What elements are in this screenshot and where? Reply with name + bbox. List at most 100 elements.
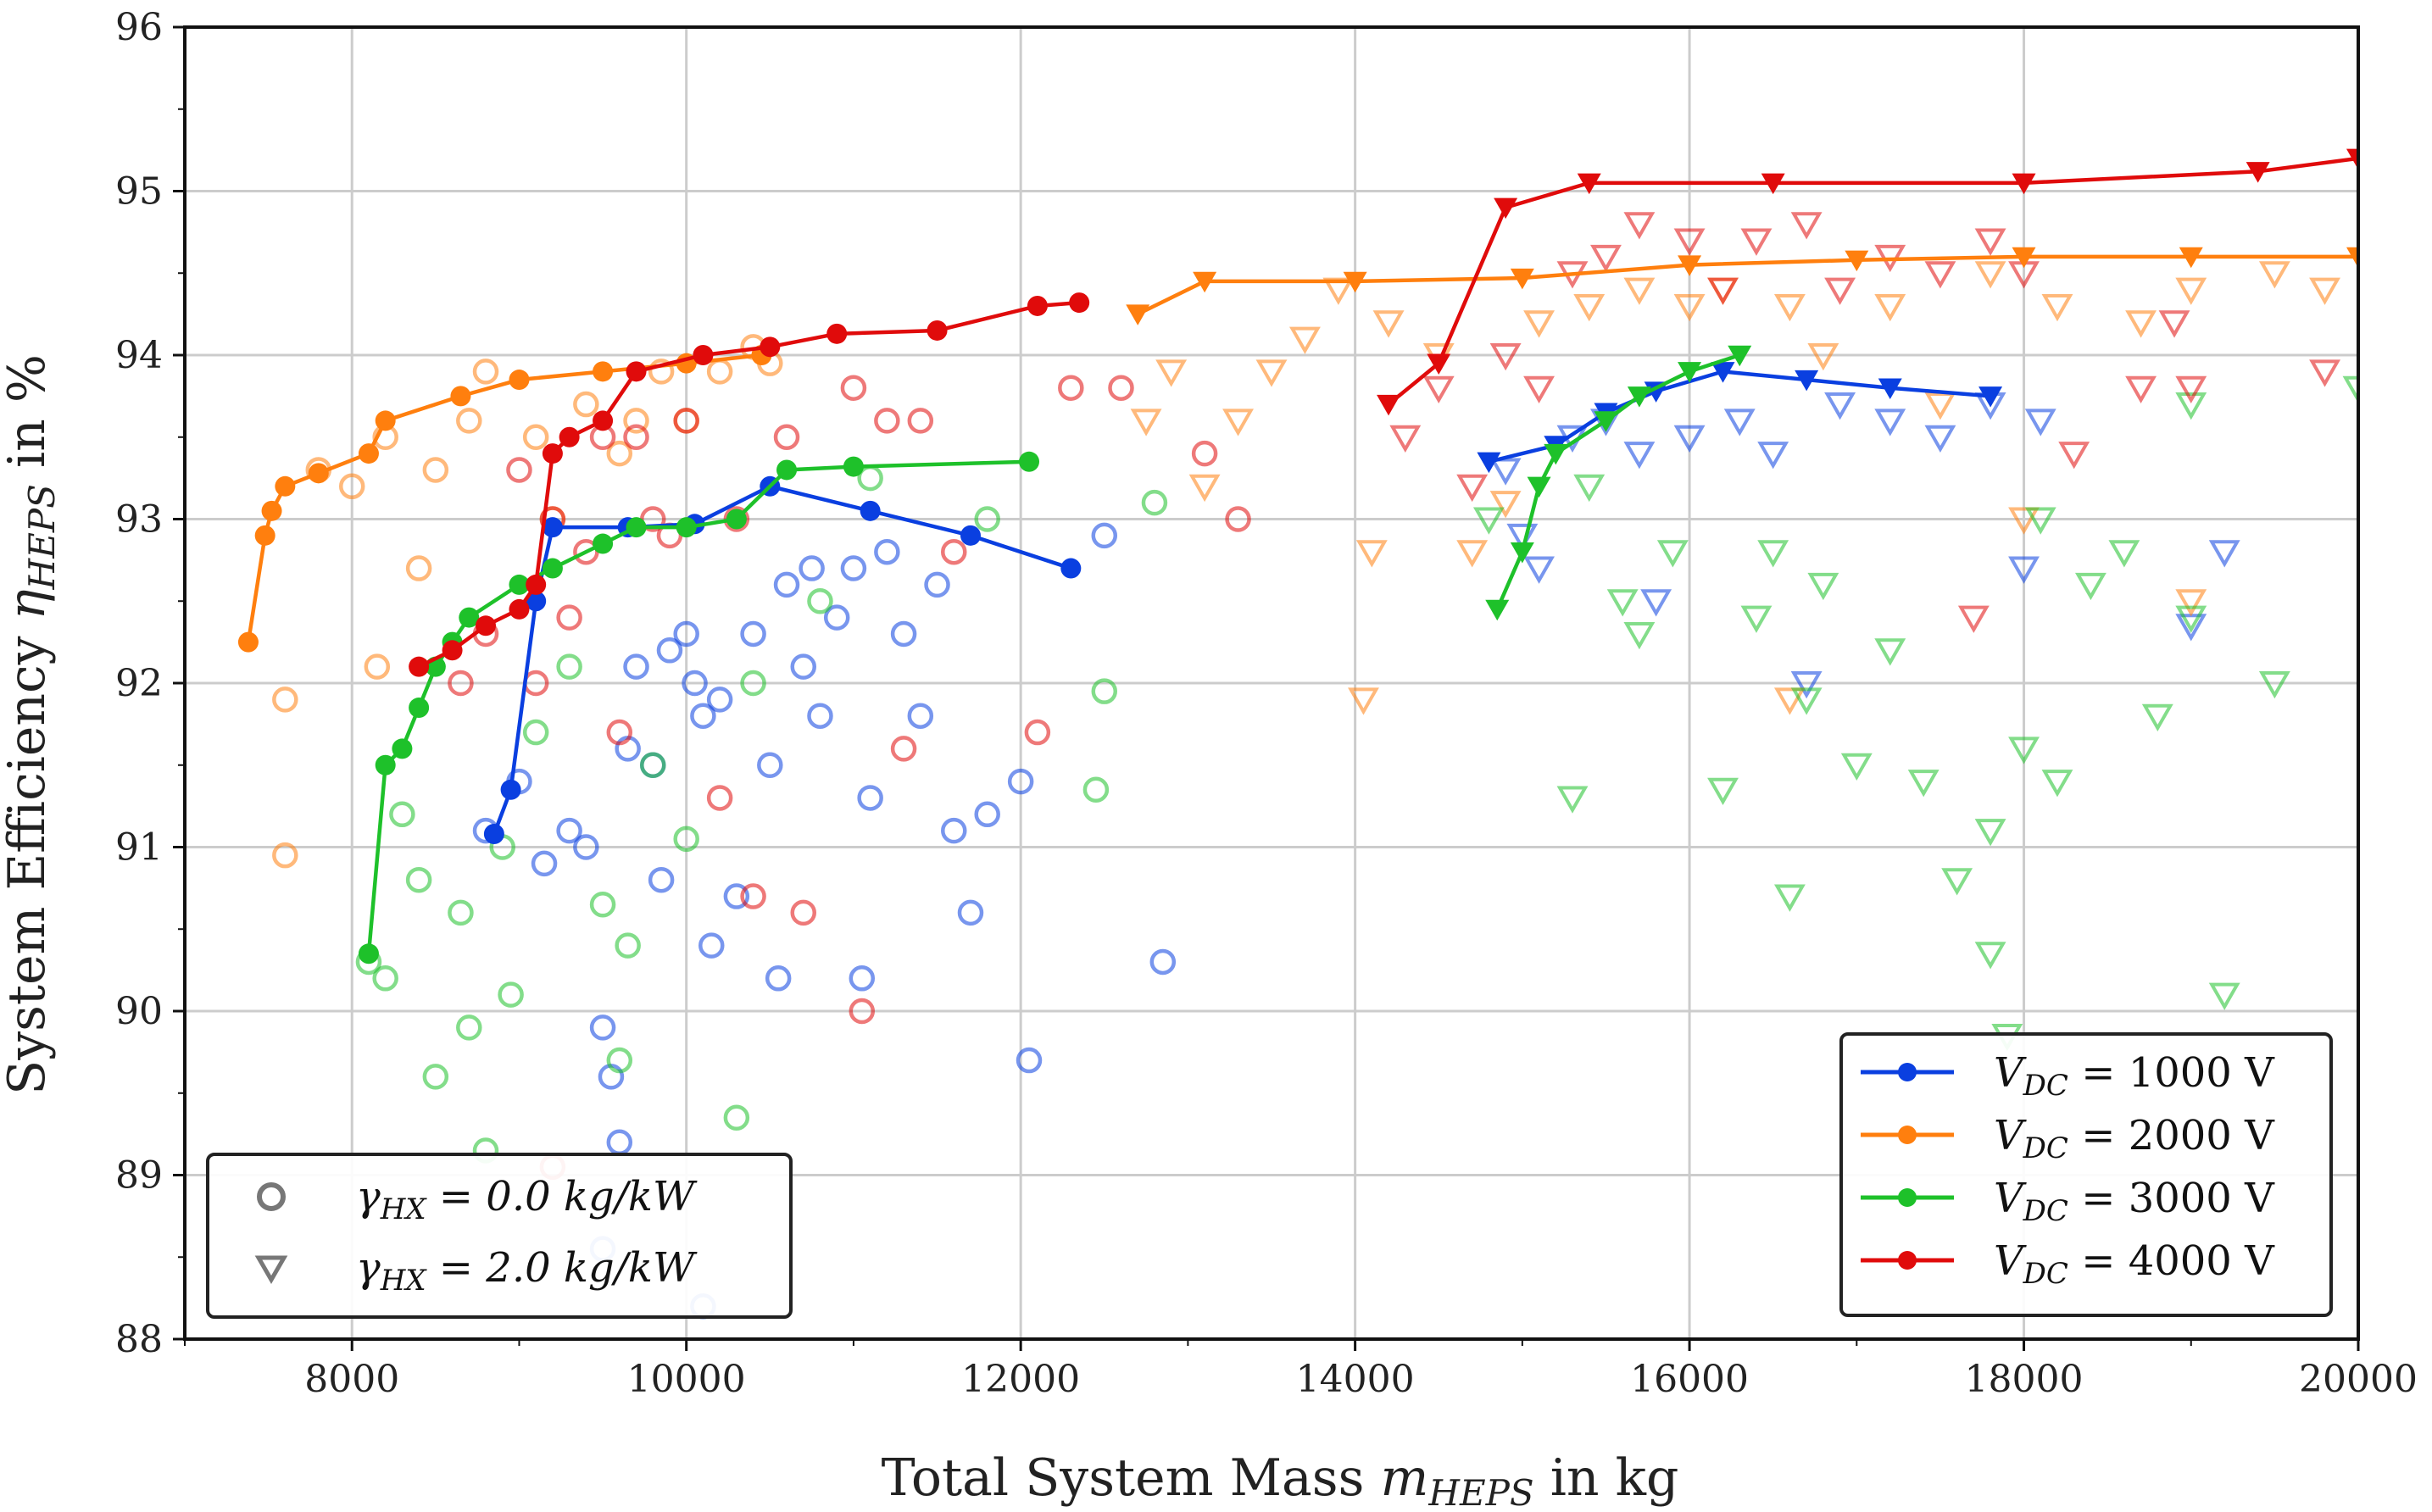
data-point-circle xyxy=(765,965,792,992)
legend-voltage-frame xyxy=(1839,1032,2333,1317)
pareto-point xyxy=(358,443,379,464)
pareto-point xyxy=(509,574,530,595)
pareto-point xyxy=(509,370,530,391)
legend-voltage-dot xyxy=(1898,1251,1917,1270)
pareto-point-hx xyxy=(1510,268,1534,290)
data-point-triangle xyxy=(2008,556,2040,584)
data-point-triangle xyxy=(1673,228,1706,256)
data-point-triangle xyxy=(1974,942,2006,970)
legend-marker: γHX = 0.0 kg/kW γHX = 2.0 kg/kW xyxy=(206,1153,793,1319)
pareto-point xyxy=(308,463,329,484)
data-point-triangle xyxy=(2024,409,2056,436)
pareto-point-hx xyxy=(1795,370,1819,392)
data-point-circle xyxy=(907,703,934,729)
pareto-point xyxy=(459,607,480,628)
data-point-circle xyxy=(1024,719,1051,746)
data-point-circle xyxy=(706,687,733,713)
data-point-circle xyxy=(1149,948,1177,976)
data-point-triangle xyxy=(2008,737,2040,764)
pareto-point xyxy=(626,517,647,538)
data-point-circle xyxy=(1225,506,1251,532)
legend-voltage-label: VDC = 2000 V xyxy=(1994,1112,2275,1165)
data-point-circle xyxy=(522,719,549,746)
data-point-triangle xyxy=(1924,392,1956,420)
plot-area xyxy=(237,148,2358,1320)
data-point-triangle xyxy=(1790,687,1823,715)
legend-voltage: VDC = 1000 V VDC = 2000 V VDC = 3000 V VDC … xyxy=(1839,1032,2333,1317)
data-point-circle xyxy=(372,965,398,992)
data-point-triangle xyxy=(2008,507,2040,535)
data-point-circle xyxy=(773,571,800,598)
pareto-point-hx xyxy=(1711,362,1735,383)
data-point-circle xyxy=(272,687,298,713)
y-tick-label: 88 xyxy=(115,1318,163,1361)
data-point-triangle xyxy=(1707,777,1739,806)
pareto-point xyxy=(593,361,614,382)
data-point-triangle xyxy=(1348,687,1379,715)
legend-voltage-dot xyxy=(1898,1126,1917,1144)
y-axis-label: System Efficiency ηHEPS in % xyxy=(0,354,63,1095)
data-point-triangle xyxy=(1523,556,1555,584)
data-point-triangle xyxy=(1773,884,1806,912)
pareto-point xyxy=(275,475,296,497)
data-point-circle xyxy=(974,801,1000,828)
data-point-triangle xyxy=(1188,474,1221,503)
legend-triangle-marker xyxy=(254,1255,288,1285)
data-point-circle xyxy=(799,555,825,581)
data-point-circle xyxy=(840,555,867,581)
data-point-circle xyxy=(874,408,900,434)
data-point-triangle xyxy=(2175,392,2207,420)
data-point-circle xyxy=(556,653,582,680)
pareto-line xyxy=(246,353,762,642)
data-point-circle xyxy=(941,817,967,844)
pareto-point-hx xyxy=(1377,394,1401,416)
pareto-point-hx xyxy=(1678,255,1702,276)
data-point-triangle xyxy=(1740,228,1773,256)
data-point-triangle xyxy=(2024,507,2056,535)
pareto-point xyxy=(693,345,714,365)
data-point-circle xyxy=(1082,776,1110,803)
pareto-point xyxy=(843,456,864,477)
data-point-circle xyxy=(589,891,616,918)
data-point-triangle xyxy=(1489,458,1522,486)
data-point-triangle xyxy=(2158,310,2190,338)
data-point-circle xyxy=(405,866,432,893)
data-point-circle xyxy=(706,785,733,811)
pareto-point-hx xyxy=(1510,542,1534,564)
data-point-triangle xyxy=(1807,572,1839,601)
pareto-point xyxy=(542,558,563,579)
data-point-triangle xyxy=(1757,442,1789,470)
data-point-circle xyxy=(556,604,582,631)
data-point-triangle xyxy=(1974,819,2006,847)
data-point-circle xyxy=(615,932,641,959)
data-point-triangle xyxy=(1623,442,1656,470)
y-tick-label: 89 xyxy=(115,1154,163,1198)
data-point-triangle xyxy=(1824,392,1856,420)
data-point-triangle xyxy=(1807,343,1839,371)
pareto-point xyxy=(593,410,614,431)
pareto-point xyxy=(375,410,396,431)
pareto-point xyxy=(726,509,747,530)
pareto-point xyxy=(409,698,430,719)
pareto-point-hx xyxy=(2012,173,2036,195)
data-point-circle xyxy=(840,375,867,401)
y-tick-label: 95 xyxy=(115,170,163,214)
data-point-triangle xyxy=(1523,310,1555,338)
data-point-circle xyxy=(706,359,733,385)
data-point-circle xyxy=(498,981,524,1008)
pareto-point xyxy=(542,517,563,538)
pareto-point-hx xyxy=(1594,411,1618,432)
data-point-circle xyxy=(723,1104,750,1131)
data-point-circle xyxy=(1016,1047,1043,1074)
data-point-circle xyxy=(422,457,449,483)
data-point-circle xyxy=(924,571,950,598)
data-point-circle xyxy=(623,424,649,450)
data-point-triangle xyxy=(1974,261,2006,289)
pareto-point xyxy=(483,824,504,845)
data-point-circle xyxy=(573,391,599,418)
data-point-triangle xyxy=(1924,261,1956,289)
data-point-triangle xyxy=(1874,409,1906,436)
data-point-circle xyxy=(890,736,917,762)
legend-circle-marker xyxy=(257,1182,286,1211)
pareto-point-hx xyxy=(1728,345,1752,367)
